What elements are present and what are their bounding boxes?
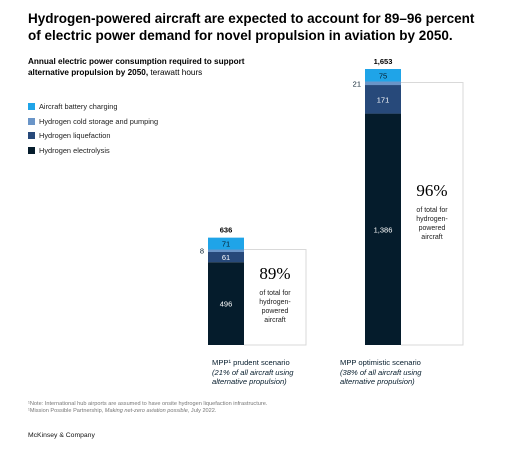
hydrogen-share-text: powered <box>262 308 289 315</box>
segment-label: 21 <box>353 79 361 88</box>
brand-name: McKinsey & Company <box>28 432 95 439</box>
segment-label: 171 <box>377 95 390 104</box>
subtitle-unit: terawatt hours <box>148 68 203 77</box>
bar-segment <box>365 81 401 86</box>
footnote: ¹Note: International hub airports are as… <box>28 401 328 415</box>
legend-label-electrolysis: Hydrogen electrolysis <box>39 145 110 155</box>
legend: Aircraft battery charging Hydrogen cold … <box>28 100 158 158</box>
footnote-source: ¹Mission Possible Partnership, <box>28 408 105 415</box>
hydrogen-share-text: hydrogen- <box>259 299 291 306</box>
scenario-optimistic-subtitle: (38% of all aircraft using alternative p… <box>340 367 422 387</box>
subtitle-main: Annual electric power consumption requir… <box>28 57 245 77</box>
legend-item-liquefaction: Hydrogen liquefaction <box>28 129 158 142</box>
footnote-report-title: Making net-zero aviation possible <box>104 408 188 415</box>
legend-swatch-electrolysis <box>28 146 35 154</box>
segment-label: 496 <box>220 300 233 309</box>
hydrogen-share-value: 89% <box>259 264 290 283</box>
hydrogen-share-text: hydrogen- <box>416 216 448 223</box>
legend-item-cold-storage: Hydrogen cold storage and pumping <box>28 115 158 128</box>
total-label: 636 <box>220 226 233 235</box>
legend-label-cold-storage: Hydrogen cold storage and pumping <box>39 116 159 126</box>
footnote-date: , July 2022. <box>187 408 217 415</box>
legend-item-battery: Aircraft battery charging <box>28 100 158 113</box>
legend-swatch-battery <box>28 103 35 110</box>
legend-label-liquefaction: Hydrogen liquefaction <box>39 131 111 140</box>
footnote-line-2: ¹Mission Possible Partnership, Making ne… <box>28 408 328 415</box>
scenario-prudent-subtitle: (21% of all aircraft using alternative p… <box>212 367 294 387</box>
hydrogen-share-text: of total for <box>259 290 291 297</box>
hydrogen-share-text: aircraft <box>264 317 285 324</box>
hydrogen-share-text: aircraft <box>421 234 442 241</box>
hydrogen-share-bracket <box>244 248 307 346</box>
bar-segment <box>208 237 244 250</box>
bar-segment <box>208 262 244 345</box>
bar-segment <box>365 69 401 82</box>
hydrogen-share-bracket <box>401 82 464 346</box>
hydrogen-share-value: 96% <box>416 181 447 200</box>
segment-label: 61 <box>222 253 230 262</box>
segment-label: 1,386 <box>374 225 393 234</box>
bar-segment <box>208 251 244 263</box>
segment-label: 75 <box>379 71 387 80</box>
scenario-optimistic: MPP optimistic scenario (38% of all airc… <box>340 358 450 387</box>
segment-label: 8 <box>200 247 204 256</box>
footnote-line-1: ¹Note: International hub airports are as… <box>28 401 268 407</box>
bar-segment <box>208 249 244 252</box>
legend-swatch-liquefaction <box>28 132 35 139</box>
hydrogen-share-text: of total for <box>416 207 448 214</box>
bar-segment <box>365 113 401 345</box>
legend-item-electrolysis: Hydrogen electrolysis <box>28 144 158 157</box>
legend-label-battery: Aircraft battery charging <box>39 102 118 111</box>
scenario-prudent: MPP¹ prudent scenario (21% of all aircra… <box>212 358 322 387</box>
bar-segment <box>365 85 401 114</box>
scenario-optimistic-title: MPP optimistic scenario <box>340 358 421 367</box>
chart-headline: Hydrogen-powered aircraft are expected t… <box>28 11 475 43</box>
hydrogen-share-text: powered <box>419 225 446 232</box>
chart-subtitle: Annual electric power consumption requir… <box>28 56 258 78</box>
legend-swatch-cold-storage <box>28 117 35 125</box>
segment-label: 71 <box>222 240 230 249</box>
scenario-prudent-title: MPP¹ prudent scenario <box>212 358 290 367</box>
total-label: 1,653 <box>374 57 393 66</box>
